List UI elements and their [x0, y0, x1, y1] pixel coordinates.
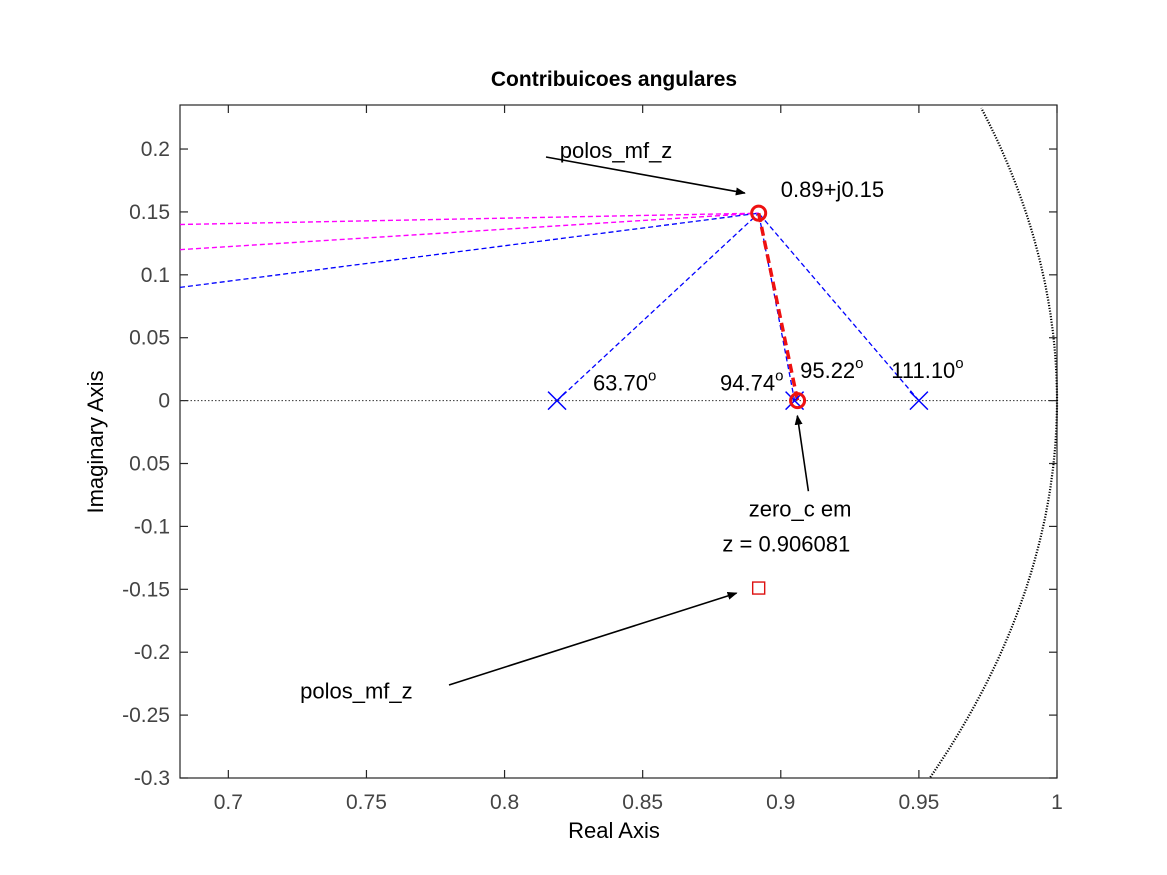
angle-line-magenta	[179, 212, 759, 251]
plot-frame	[179, 104, 1058, 779]
annotation-arrow-zero	[794, 414, 810, 492]
closed-loop-pole-marker	[750, 204, 768, 222]
y-tick-label: 0.15	[129, 201, 170, 224]
annotation-arrow-top	[545, 156, 746, 196]
angle-annotation: 95.22o	[800, 355, 863, 383]
x-tick-label: 0.8	[490, 791, 519, 814]
x-tick-label: 0.85	[622, 791, 663, 814]
y-tick-label: -0.15	[122, 578, 170, 601]
pole-marker	[909, 391, 929, 411]
degree-symbol: o	[955, 355, 963, 372]
chart-title: Contribuicoes angulares	[491, 68, 737, 91]
y-tick-label: 0	[158, 390, 170, 413]
y-tick-label: -0.25	[122, 704, 170, 727]
annotation-polos-mf-z-bottom: polos_mf_z	[300, 679, 413, 704]
angle-annotation: 111.10o	[891, 355, 963, 383]
y-axis-label: Imaginary Axis	[83, 370, 108, 513]
annotation-arrow-bottom	[448, 592, 738, 686]
zero-angle-line-red	[756, 212, 800, 401]
degree-symbol: o	[775, 368, 783, 385]
angle-line-blue	[758, 212, 920, 402]
zero-marker	[789, 392, 807, 410]
closed-loop-pole-marker	[751, 581, 766, 595]
angle-annotation: 63.70o	[593, 368, 656, 396]
y-tick-label: 0.2	[141, 138, 170, 161]
y-tick-label: 0.05	[129, 453, 170, 476]
x-tick-label: 0.7	[214, 791, 243, 814]
annotation-polos-mf-z-top: polos_mf_z	[560, 138, 673, 163]
plot-content: polos_mf_z 0.89+j0.15 polos_mf_z zero_c em z…	[179, 107, 1059, 778]
x-axis-label: Real Axis	[568, 818, 660, 843]
x-tick-label: 0.95	[898, 791, 939, 814]
y-tick-label: 0.05	[129, 327, 170, 350]
annotation-pole-value: 0.89+j0.15	[781, 177, 884, 202]
y-tick-label: -0.3	[134, 767, 170, 790]
x-tick-label: 0.9	[766, 791, 795, 814]
pole-marker	[547, 391, 567, 411]
angle-line-blue	[556, 212, 760, 402]
angle-line-magenta	[179, 212, 759, 226]
x-tick-label: 1	[1051, 791, 1063, 814]
axis-ticks: 0.7 0.75 0.8 0.85 0.9 0.95 1 0.2 0.15 0.1 0.05 0 0.0…	[122, 105, 1063, 814]
angle-annotation: 94.74o	[720, 368, 783, 396]
y-tick-label: -0.2	[134, 641, 170, 664]
x-tick-label: 0.75	[346, 791, 387, 814]
degree-symbol: o	[648, 368, 656, 385]
annotation-zero-line2: z = 0.906081	[722, 532, 850, 557]
pole-x-stroke	[909, 391, 929, 411]
annotation-zero-line1: zero_c em	[749, 496, 852, 521]
y-tick-label: 0.1	[141, 264, 170, 287]
pole-x-stroke	[547, 391, 567, 411]
angle-line-blue	[179, 212, 759, 289]
y-tick-label: -0.1	[134, 515, 170, 538]
unit-circle-arc	[929, 107, 1059, 778]
degree-symbol: o	[855, 355, 863, 372]
